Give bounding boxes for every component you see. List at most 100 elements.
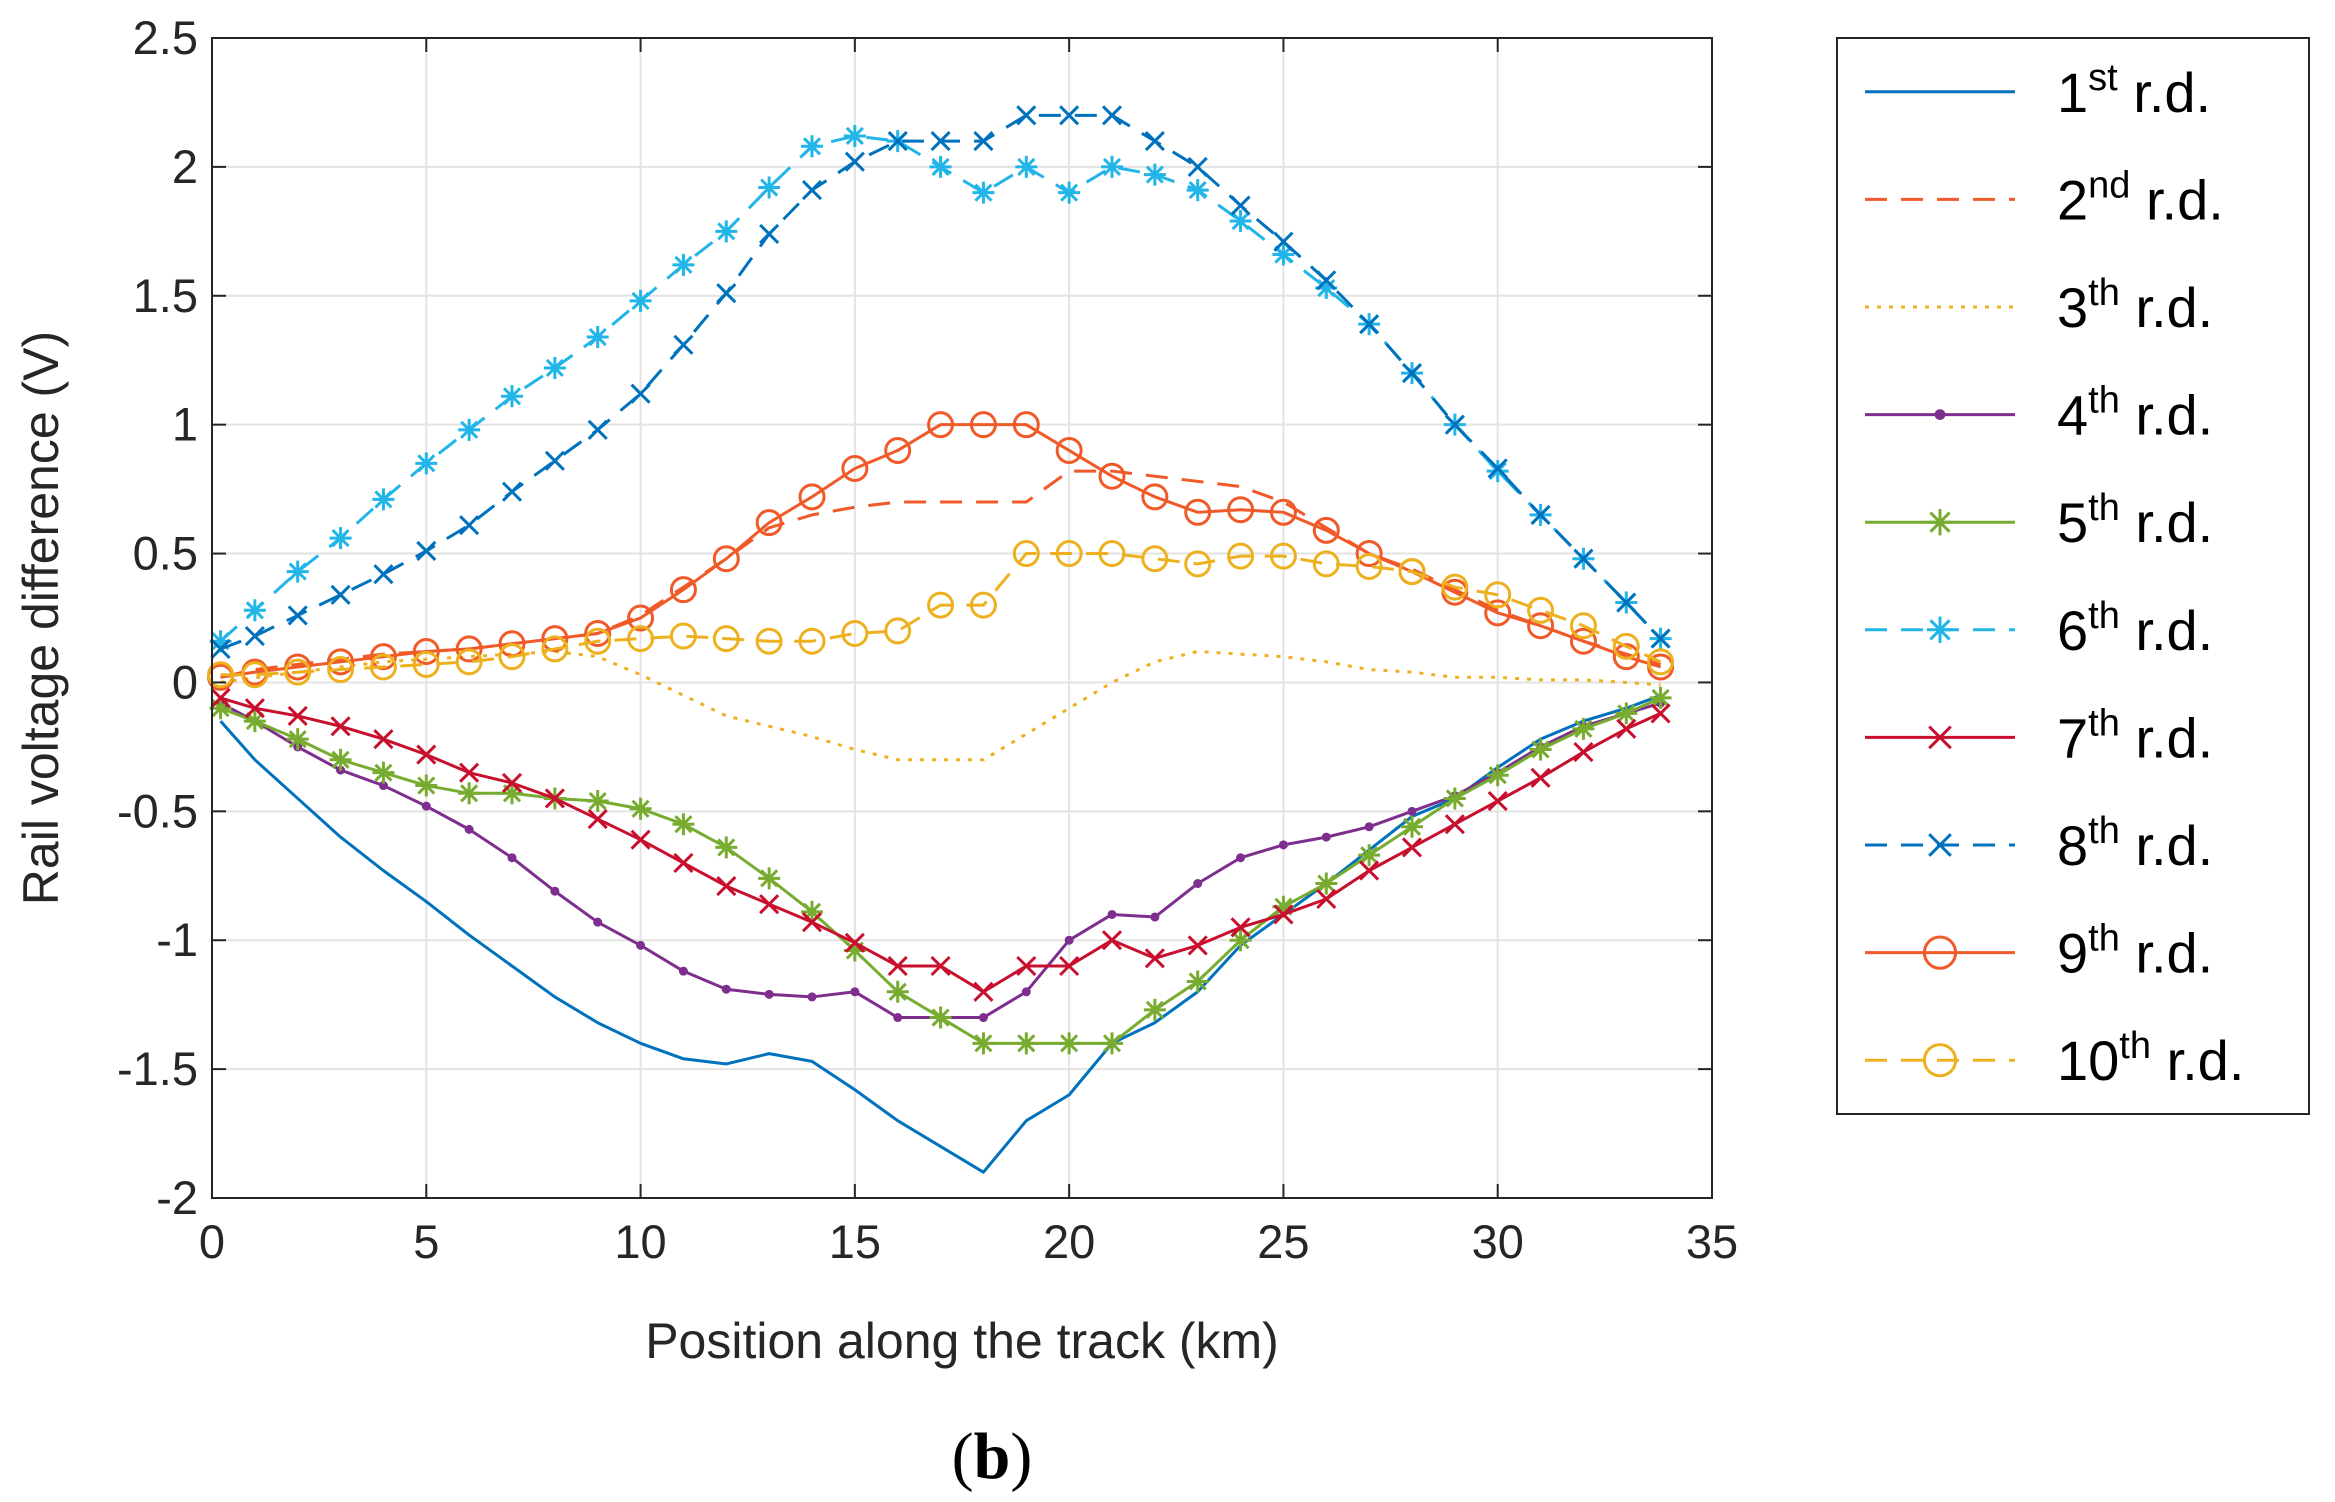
marker-x (1101, 930, 1123, 951)
legend-label: 5th r.d. (2057, 487, 2213, 554)
marker-circle (369, 653, 397, 681)
marker-x (1401, 363, 1423, 384)
marker-x (287, 605, 308, 626)
marker-x (1230, 917, 1251, 938)
marker-circle (412, 638, 440, 666)
marker-x (1444, 414, 1465, 435)
marker-dot (421, 801, 431, 811)
series-8 (210, 105, 1671, 659)
marker-circle (1312, 550, 1340, 578)
marker-x (1016, 105, 1037, 126)
marker-asterisk (715, 220, 738, 243)
marker-x (673, 852, 694, 873)
marker-circle (1227, 542, 1255, 570)
legend-item-5: 5th r.d. (1865, 487, 2213, 554)
marker-x (244, 625, 265, 647)
marker-circle (1055, 436, 1083, 464)
legend-item-8: 8th r.d. (1865, 810, 2213, 877)
marker-circle (1612, 632, 1640, 660)
marker-x (1359, 314, 1380, 335)
legend-item-2: 2nd r.d. (1865, 164, 2224, 231)
marker-circle (669, 576, 697, 604)
marker-circle (1098, 462, 1126, 490)
marker-asterisk (672, 253, 695, 276)
marker-asterisk (929, 155, 952, 178)
axis-ticks: 0 5 10 15 20 25 30 35 -2 -1.5 -1 -0.5 0 0.5 1 1.5 2 2.5 (117, 11, 1738, 1268)
marker-x (1359, 860, 1380, 881)
marker-asterisk (972, 181, 995, 204)
marker-circle (284, 658, 312, 686)
legend-label-suffix: r.d. (2120, 814, 2213, 877)
marker-x (1530, 767, 1551, 788)
marker-asterisk (801, 135, 823, 158)
marker-circle (1184, 498, 1212, 526)
marker-x (844, 932, 865, 953)
marker-x (1928, 725, 1952, 750)
marker-x (1144, 948, 1165, 969)
marker-dot (1364, 822, 1374, 832)
legend-label-suffix: r.d. (2120, 599, 2213, 662)
marker-circle (1922, 935, 1958, 970)
x-tick-label: 5 (413, 1215, 439, 1268)
marker-circle (1227, 496, 1255, 524)
legend-label-sup: th (2088, 272, 2120, 314)
legend-label-sup: th (2119, 1025, 2151, 1067)
marker-circle (541, 625, 569, 653)
marker-asterisk (843, 124, 866, 147)
marker-x (244, 698, 265, 719)
marker-x (1316, 888, 1337, 910)
series-line (220, 552, 1662, 677)
marker-asterisk (1272, 243, 1295, 266)
marker-asterisk (415, 774, 438, 797)
marker-asterisk (243, 710, 266, 733)
marker-x (544, 788, 565, 809)
legend-item-9: 9th r.d. (1865, 918, 2213, 985)
legend-label-sup: nd (2088, 164, 2130, 206)
marker-asterisk (1486, 460, 1509, 483)
marker-circle (841, 454, 869, 482)
marker-circle (969, 591, 997, 619)
marker-asterisk (1615, 702, 1638, 725)
marker-circle (1484, 599, 1512, 627)
marker-circle (369, 643, 397, 671)
marker-circle (498, 643, 526, 671)
legend-label-sup: th (2088, 702, 2120, 744)
marker-asterisk (1649, 686, 1672, 709)
marker-x (887, 131, 908, 152)
y-tick-label: -2 (156, 1171, 198, 1224)
marker-dot (893, 1013, 903, 1023)
marker-x (1530, 504, 1551, 525)
marker-asterisk (501, 782, 523, 805)
marker-circle (241, 661, 269, 689)
marker-circle (1612, 643, 1640, 671)
marker-circle (798, 627, 826, 655)
marker-asterisk (758, 867, 781, 890)
legend-label-suffix: r.d. (2130, 168, 2223, 231)
y-tick-label: 0.5 (133, 527, 198, 580)
marker-asterisk (1443, 787, 1466, 810)
marker-asterisk (629, 289, 652, 312)
marker-x (501, 481, 523, 502)
marker-asterisk (1015, 155, 1038, 178)
marker-circle (1441, 573, 1469, 601)
legend-label-suffix: r.d. (2118, 61, 2211, 124)
marker-circle (712, 545, 740, 573)
marker-circle (669, 622, 697, 650)
legend-label-suffix: r.d. (2120, 276, 2213, 339)
marker-asterisk (972, 1032, 995, 1055)
legend-label-sup: th (2088, 918, 2120, 960)
series-line (220, 423, 1662, 679)
marker-circle (1269, 542, 1297, 570)
marker-circle (1922, 1043, 1958, 1078)
series-group (207, 105, 1675, 1174)
marker-circle (1527, 612, 1555, 640)
legend: 1st r.d.2nd r.d.3th r.d.4th r.d.5th r.d.… (1836, 37, 2310, 1115)
marker-dot (1934, 409, 1946, 420)
series-line (219, 693, 1662, 1174)
marker-x (673, 334, 694, 355)
legend-label-base: 8 (2057, 814, 2088, 877)
marker-circle (1312, 516, 1340, 544)
legend-label-suffix: r.d. (2120, 384, 2213, 447)
marker-asterisk (1926, 509, 1954, 536)
legend-label-base: 9 (2057, 922, 2088, 985)
